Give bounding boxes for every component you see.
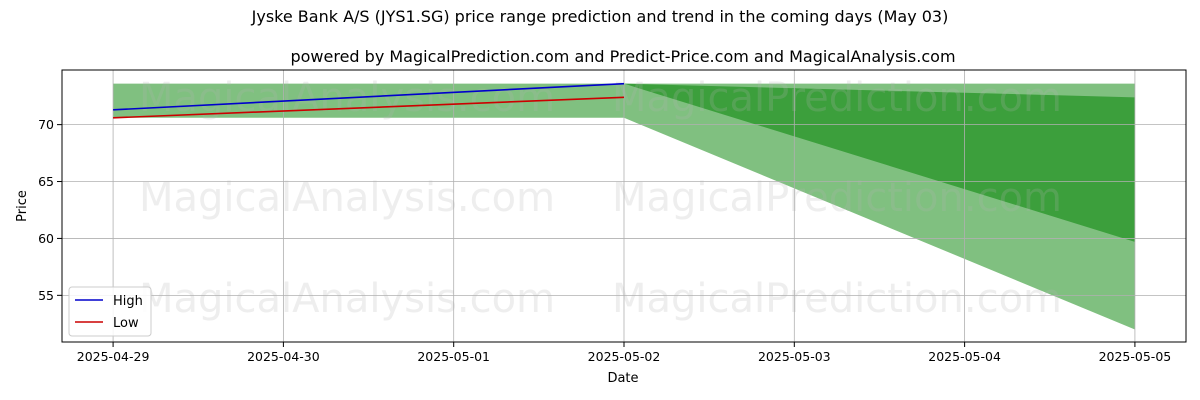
series-line-high [113, 82, 625, 111]
watermark-text: MagicalPrediction.com [612, 276, 1062, 322]
series-line-low [113, 96, 625, 119]
chart-subtitle: powered by MagicalPrediction.com and Pre… [290, 47, 955, 66]
x-tick-label: 2025-05-03 [758, 349, 831, 364]
y-tick-label: 60 [38, 231, 54, 246]
watermark-text: MagicalAnalysis.com [139, 175, 555, 221]
legend-label-high: High [113, 294, 143, 309]
prediction-band-1 [113, 83, 624, 118]
watermark-text: MagicalAnalysis.com [139, 276, 555, 322]
watermark-text: MagicalPrediction.com [612, 175, 1062, 221]
x-tick-label: 2025-05-04 [928, 349, 1001, 364]
watermark-text: MagicalPrediction.com [612, 75, 1062, 121]
x-tick-label: 2025-04-29 [77, 349, 150, 364]
x-axis-ticks: 2025-04-29 2025-04-30 2025-05-01 2025-05-02… [77, 342, 1171, 364]
x-tick-label: 2025-05-05 [1099, 349, 1172, 364]
y-tick-label: 70 [38, 117, 54, 132]
x-tick-label: 2025-05-01 [417, 349, 490, 364]
legend-label-low: Low [113, 316, 139, 331]
y-axis-ticks: 55 60 65 70 [38, 117, 62, 303]
legend: High Low [68, 286, 152, 337]
chart-title: Jyske Bank A/S (JYS1.SG) price range pre… [251, 7, 949, 26]
y-axis-label: Price [15, 190, 30, 222]
y-tick-label: 55 [38, 288, 54, 303]
grid-lines [62, 70, 1186, 342]
x-tick-label: 2025-04-30 [247, 349, 320, 364]
prediction-bands [113, 83, 1135, 330]
series-lines [113, 82, 625, 119]
x-tick-label: 2025-05-02 [588, 349, 661, 364]
prediction-band-3 [624, 83, 1135, 242]
x-axis-label: Date [607, 371, 638, 386]
y-tick-label: 65 [38, 174, 54, 189]
